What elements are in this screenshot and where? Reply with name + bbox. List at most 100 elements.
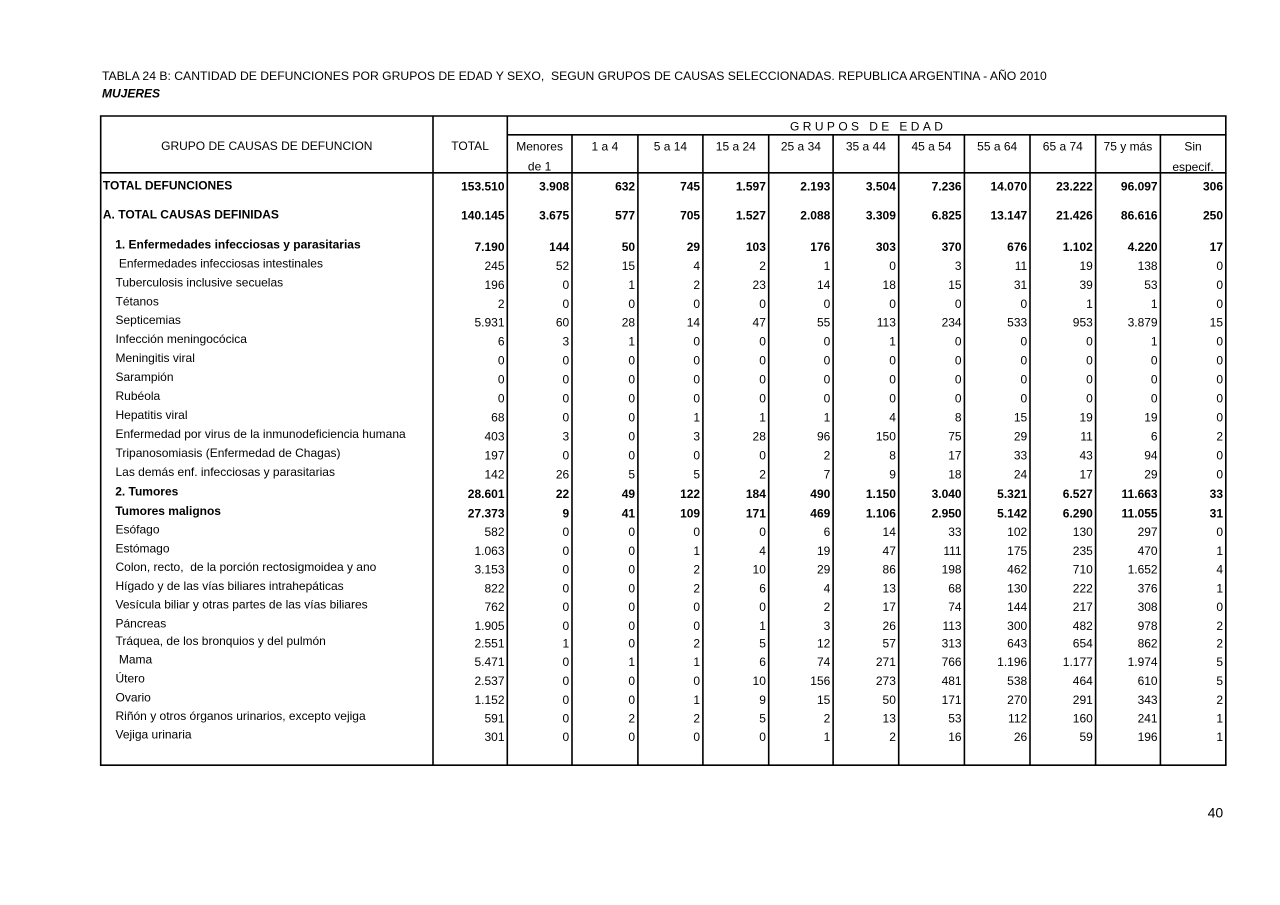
svg-text:198: 198 — [942, 563, 962, 577]
svg-text:482: 482 — [1073, 619, 1093, 633]
svg-text:3.908: 3.908 — [539, 179, 569, 193]
svg-text:96.097: 96.097 — [1121, 179, 1158, 193]
svg-text:0: 0 — [1216, 600, 1223, 614]
svg-text:1.063: 1.063 — [474, 544, 504, 558]
svg-text:0: 0 — [628, 581, 635, 595]
svg-text:0: 0 — [1216, 373, 1223, 387]
svg-text:273: 273 — [876, 674, 896, 688]
svg-text:2: 2 — [889, 730, 896, 744]
svg-text:0: 0 — [563, 354, 570, 368]
svg-text:2: 2 — [693, 637, 700, 651]
svg-text:Vesícula biliar y otras partes: Vesícula biliar y otras partes de las ví… — [116, 598, 368, 612]
svg-text:39: 39 — [1079, 278, 1093, 292]
svg-text:4: 4 — [889, 411, 896, 425]
svg-text:2: 2 — [628, 712, 635, 726]
svg-text:0: 0 — [628, 563, 635, 577]
svg-text:0: 0 — [824, 354, 831, 368]
svg-text:175: 175 — [1007, 544, 1027, 558]
svg-text:0: 0 — [955, 373, 962, 387]
svg-text:0: 0 — [628, 619, 635, 633]
svg-text:31: 31 — [1210, 506, 1224, 520]
svg-text:130: 130 — [1073, 525, 1093, 539]
svg-text:3: 3 — [824, 619, 831, 633]
svg-text:5: 5 — [1216, 655, 1223, 669]
svg-text:171: 171 — [746, 506, 766, 520]
svg-text:1: 1 — [824, 411, 831, 425]
svg-text:109: 109 — [680, 506, 700, 520]
svg-text:0: 0 — [693, 373, 700, 387]
svg-text:60: 60 — [556, 316, 570, 330]
svg-text:0: 0 — [628, 373, 635, 387]
svg-text:0: 0 — [498, 373, 505, 387]
svg-text:0: 0 — [628, 730, 635, 744]
svg-text:19: 19 — [817, 544, 831, 558]
svg-text:0: 0 — [889, 297, 896, 311]
svg-text:113: 113 — [877, 316, 896, 330]
svg-text:86: 86 — [883, 563, 897, 577]
svg-text:303: 303 — [876, 240, 896, 254]
svg-text:490: 490 — [810, 487, 830, 501]
svg-text:Vejiga urinaria: Vejiga urinaria — [116, 728, 192, 742]
svg-text:0: 0 — [693, 674, 700, 688]
svg-text:1: 1 — [1151, 335, 1158, 349]
svg-text:11.663: 11.663 — [1122, 487, 1158, 501]
svg-text:130: 130 — [1007, 581, 1027, 595]
svg-text:15: 15 — [1014, 411, 1028, 425]
svg-text:297: 297 — [1138, 525, 1158, 539]
svg-text:Mama: Mama — [116, 653, 153, 667]
svg-text:15: 15 — [948, 278, 962, 292]
svg-text:6.290: 6.290 — [1063, 506, 1093, 520]
svg-text:862: 862 — [1138, 637, 1158, 651]
svg-text:1: 1 — [628, 335, 635, 349]
svg-text:676: 676 — [1007, 240, 1027, 254]
svg-text:12: 12 — [817, 637, 831, 651]
svg-text:94: 94 — [1144, 449, 1158, 463]
svg-text:1.150: 1.150 — [866, 487, 896, 501]
svg-text:306: 306 — [1203, 179, 1223, 193]
svg-text:222: 222 — [1073, 581, 1093, 595]
svg-text:0: 0 — [1021, 354, 1028, 368]
svg-text:Ovario: Ovario — [116, 690, 152, 704]
svg-text:3: 3 — [563, 430, 570, 444]
svg-text:217: 217 — [1073, 600, 1093, 614]
svg-text:0: 0 — [563, 581, 570, 595]
svg-text:25 a 34: 25 a 34 — [781, 139, 821, 153]
svg-text:33: 33 — [948, 525, 962, 539]
svg-text:29: 29 — [1014, 430, 1028, 444]
svg-text:Sarampión: Sarampión — [116, 370, 174, 384]
svg-text:10: 10 — [753, 674, 767, 688]
svg-text:3: 3 — [693, 430, 700, 444]
svg-text:especif.: especif. — [1172, 160, 1213, 174]
svg-text:50: 50 — [622, 240, 636, 254]
svg-text:7.236: 7.236 — [932, 179, 962, 193]
svg-text:2: 2 — [1216, 430, 1223, 444]
svg-text:0: 0 — [563, 544, 570, 558]
svg-text:4: 4 — [824, 581, 831, 595]
svg-text:33: 33 — [1210, 487, 1224, 501]
svg-text:9: 9 — [563, 506, 570, 520]
svg-text:GRUPOS DE EDAD: GRUPOS DE EDAD — [790, 120, 946, 134]
svg-text:2: 2 — [824, 600, 831, 614]
svg-text:1.652: 1.652 — [1128, 563, 1158, 577]
svg-text:5.471: 5.471 — [474, 655, 504, 669]
svg-text:26: 26 — [1014, 730, 1028, 744]
svg-text:14: 14 — [883, 525, 897, 539]
svg-text:5.321: 5.321 — [997, 487, 1027, 501]
svg-text:4: 4 — [693, 259, 700, 273]
svg-text:0: 0 — [628, 449, 635, 463]
svg-text:0: 0 — [759, 335, 766, 349]
svg-text:0: 0 — [693, 297, 700, 311]
svg-text:41: 41 — [622, 506, 636, 520]
svg-text:171: 171 — [942, 693, 962, 707]
svg-text:1: 1 — [628, 655, 635, 669]
svg-text:2: 2 — [1216, 619, 1223, 633]
svg-text:0: 0 — [563, 730, 570, 744]
svg-text:2: 2 — [693, 581, 700, 595]
svg-text:245: 245 — [484, 259, 504, 273]
svg-text:47: 47 — [883, 544, 897, 558]
svg-text:0: 0 — [1216, 411, 1223, 425]
svg-text:370: 370 — [942, 240, 962, 254]
svg-text:Páncreas: Páncreas — [116, 616, 167, 630]
svg-text:1: 1 — [1216, 712, 1223, 726]
svg-text:2: 2 — [759, 468, 766, 482]
